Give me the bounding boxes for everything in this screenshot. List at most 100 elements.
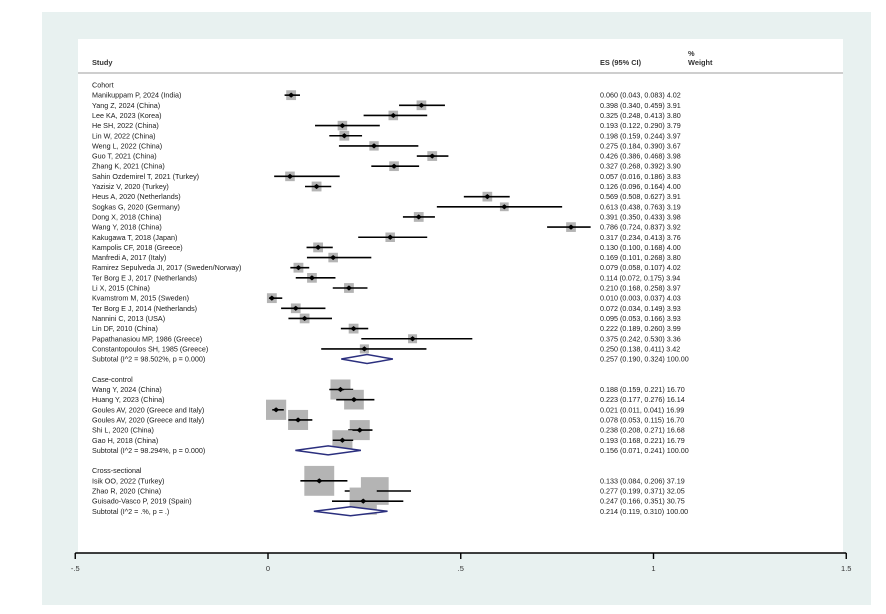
study-label: He SH, 2022 (China) xyxy=(92,121,159,130)
subtotal-es-ci-weight: 0.257 (0.190, 0.324) 100.00 xyxy=(600,355,689,364)
study-row: Nannini C, 2013 (USA) 0.095 (0.053, 0.166… xyxy=(92,313,681,324)
weight-column-header: Weight xyxy=(688,58,713,67)
x-tick-label: 0 xyxy=(266,564,270,573)
study-es-ci-weight: 0.247 (0.166, 0.351) 30.75 xyxy=(600,497,685,506)
study-es-ci-weight: 0.057 (0.016, 0.186) 3.83 xyxy=(600,172,681,181)
study-label: Shi L, 2020 (China) xyxy=(92,426,154,435)
x-tick-label: 1 xyxy=(651,564,655,573)
study-es-ci-weight: 0.060 (0.043, 0.083) 4.02 xyxy=(600,91,681,100)
subtotal-label: Subtotal (I^2 = .%, p = .) xyxy=(92,507,169,516)
study-label: Zhao R, 2020 (China) xyxy=(92,487,161,496)
point-estimate xyxy=(350,397,358,403)
study-es-ci-weight: 0.250 (0.138, 0.411) 3.42 xyxy=(600,344,680,353)
study-es-ci-weight: 0.275 (0.184, 0.390) 3.67 xyxy=(600,141,681,150)
point-estimate xyxy=(345,285,353,291)
study-label: Yang Z, 2024 (China) xyxy=(92,101,160,110)
study-es-ci-weight: 0.133 (0.084, 0.206) 37.19 xyxy=(600,476,685,485)
study-row: Dong X, 2018 (China) 0.391 (0.350, 0.433)… xyxy=(92,212,681,222)
study-row: Manfredi A, 2017 (Italy) 0.169 (0.101, 0.… xyxy=(92,252,681,263)
study-label: Gao H, 2018 (China) xyxy=(92,436,158,445)
study-es-ci-weight: 0.398 (0.340, 0.459) 3.91 xyxy=(600,101,681,110)
study-es-ci-weight: 0.169 (0.101, 0.268) 3.80 xyxy=(600,253,681,262)
study-row: Kakugawa T, 2018 (Japan) 0.317 (0.234, 0.… xyxy=(92,232,681,243)
point-estimate xyxy=(370,143,378,149)
study-label: Ramirez Sepulveda JI, 2017 (Sweden/Norwa… xyxy=(92,263,241,272)
point-estimate xyxy=(292,305,299,311)
study-label: Ter Borg E J, 2017 (Netherlands) xyxy=(92,273,197,282)
study-es-ci-weight: 0.375 (0.242, 0.530) 3.36 xyxy=(600,334,681,343)
plot-panel xyxy=(78,39,843,553)
study-label: Kakugawa T, 2018 (Japan) xyxy=(92,233,177,242)
study-es-ci-weight: 0.095 (0.053, 0.166) 3.93 xyxy=(600,314,681,323)
subtotal-row: Subtotal (I^2 = .%, p = .) 0.214 (0.119, … xyxy=(92,506,688,517)
study-es-ci-weight: 0.010 (0.003, 0.037) 4.03 xyxy=(600,294,681,303)
study-label: Kvamstrom M, 2015 (Sweden) xyxy=(92,294,189,303)
study-es-ci-weight: 0.426 (0.386, 0.468) 3.98 xyxy=(600,152,681,161)
study-row: Huang Y, 2023 (China) 0.223 (0.177, 0.276… xyxy=(92,389,685,410)
point-estimate xyxy=(308,275,316,281)
study-label: Heus A, 2020 (Netherlands) xyxy=(92,192,181,201)
study-es-ci-weight: 0.078 (0.053, 0.115) 16.70 xyxy=(600,415,684,424)
study-row: Heus A, 2020 (Netherlands) 0.569 (0.508, … xyxy=(92,191,681,202)
point-estimate xyxy=(313,183,320,190)
point-estimate xyxy=(418,102,425,108)
study-label: Guo T, 2021 (China) xyxy=(92,152,157,161)
study-row: He SH, 2022 (China) 0.193 (0.122, 0.290) … xyxy=(92,120,681,131)
weight-percent-header: % xyxy=(688,49,695,58)
study-row: Wang Y, 2024 (China) 0.188 (0.159, 0.221)… xyxy=(92,379,685,400)
point-estimate xyxy=(361,346,368,352)
study-es-ci-weight: 0.786 (0.724, 0.837) 3.92 xyxy=(600,223,681,232)
study-es-ci-weight: 0.198 (0.159, 0.244) 3.97 xyxy=(600,131,681,140)
study-row: Wang Y, 2018 (China) 0.786 (0.724, 0.837)… xyxy=(92,222,681,232)
study-row: Goules AV, 2020 (Greece and Italy) 0.021 … xyxy=(92,399,684,420)
x-tick-label: 1.5 xyxy=(841,564,851,573)
x-tick-label: -.5 xyxy=(71,564,80,573)
point-estimate xyxy=(316,478,323,484)
study-row: Goules AV, 2020 (Greece and Italy) 0.078 … xyxy=(92,409,684,430)
study-column-header: Study xyxy=(92,58,113,67)
study-row: Guo T, 2021 (China) 0.426 (0.386, 0.468) … xyxy=(92,151,681,161)
study-es-ci-weight: 0.193 (0.168, 0.221) 16.79 xyxy=(600,436,685,445)
study-es-ci-weight: 0.072 (0.034, 0.149) 3.93 xyxy=(600,304,681,313)
study-label: Wang Y, 2018 (China) xyxy=(92,223,162,232)
study-es-ci-weight: 0.277 (0.199, 0.371) 32.05 xyxy=(600,487,685,496)
point-estimate xyxy=(409,336,416,342)
point-estimate xyxy=(390,112,397,119)
study-row: Sogkas G, 2020 (Germany) 0.613 (0.438, 0.… xyxy=(92,202,681,211)
study-row: Lee KA, 2023 (Korea) 0.325 (0.248, 0.413)… xyxy=(92,110,681,121)
point-estimate xyxy=(429,153,436,159)
point-estimate xyxy=(286,173,294,179)
study-es-ci-weight: 0.238 (0.208, 0.271) 16.68 xyxy=(600,426,685,435)
point-estimate xyxy=(341,133,348,139)
point-estimate xyxy=(314,244,322,250)
point-estimate xyxy=(294,417,302,423)
subtotal-diamond xyxy=(313,506,388,517)
study-label: Kampolis CF, 2018 (Greece) xyxy=(92,243,183,252)
point-estimate xyxy=(287,92,295,98)
point-estimate xyxy=(390,163,398,169)
study-label: Nannini C, 2013 (USA) xyxy=(92,314,165,323)
study-es-ci-weight: 0.126 (0.096, 0.164) 4.00 xyxy=(600,182,681,191)
point-estimate xyxy=(387,234,394,240)
subtotal-label: Subtotal (I^2 = 98.294%, p = 0.000) xyxy=(92,446,205,455)
study-label: Weng L, 2022 (China) xyxy=(92,141,162,150)
point-estimate xyxy=(350,326,357,332)
study-label: Papathanasiou MP, 1986 (Greece) xyxy=(92,334,202,343)
subtotal-row: Subtotal (I^2 = 98.502%, p = 0.000) 0.257… xyxy=(92,353,689,365)
subtotal-label: Subtotal (I^2 = 98.502%, p = 0.000) xyxy=(92,355,205,364)
point-estimate xyxy=(484,194,491,200)
study-label: Constantopoulos SH, 1985 (Greece) xyxy=(92,344,208,353)
study-label: Dong X, 2018 (China) xyxy=(92,212,162,221)
study-row: Gao H, 2018 (China) 0.193 (0.168, 0.221) … xyxy=(92,430,685,451)
es-column-header: ES (95% CI) xyxy=(600,58,642,67)
study-es-ci-weight: 0.569 (0.508, 0.627) 3.91 xyxy=(600,192,681,201)
point-estimate xyxy=(356,427,363,433)
study-label: Manikuppam P, 2024 (India) xyxy=(92,91,181,100)
point-estimate xyxy=(339,437,346,443)
study-es-ci-weight: 0.222 (0.189, 0.260) 3.99 xyxy=(600,324,681,333)
subtotal-diamond xyxy=(341,353,394,365)
study-row: Ter Borg E J, 2017 (Netherlands) 0.114 (0… xyxy=(92,272,680,283)
study-label: Sogkas G, 2020 (Germany) xyxy=(92,202,180,211)
group-label: Case-control xyxy=(92,375,133,384)
